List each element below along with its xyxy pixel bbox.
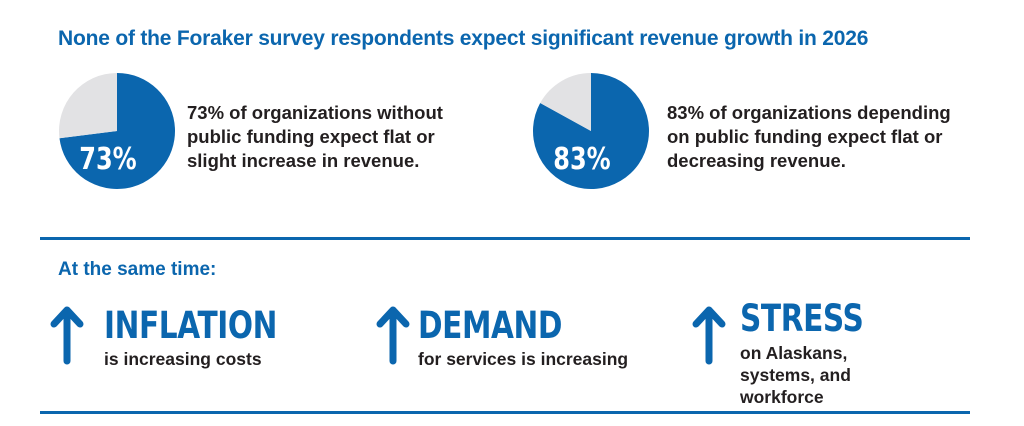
pie-slice-remainder [540,73,591,131]
factor-detail: for services is increasing [418,349,629,369]
pie-1-description: 73% of organizations without public fund… [187,102,443,171]
pie-slice-primary [59,73,175,189]
pie-2-description: 83% of organizations depending on public… [667,102,951,171]
page-title: None of the Foraker survey respondents e… [58,27,869,50]
factor-headline: INFLATION [104,304,278,347]
pie-chart-1: 73% [59,73,175,189]
divider [40,411,970,414]
arrow-up-icon [692,306,726,365]
factor-detail: is increasing costs [104,349,262,369]
section-heading: At the same time: [58,259,217,280]
factor-detail: on Alaskans, systems, and workforce [740,343,851,407]
arrow-up-icon [376,306,410,365]
arrow-up-icon [50,306,84,365]
pie-chart-2: 83% [533,73,649,189]
pie-percent-label: 83% [553,142,610,176]
factor-headline: STRESS [740,297,864,340]
factor-headline: DEMAND [418,304,563,347]
pie-slice-remainder [59,73,117,139]
divider [40,237,970,240]
pie-percent-label: 73% [79,142,136,176]
